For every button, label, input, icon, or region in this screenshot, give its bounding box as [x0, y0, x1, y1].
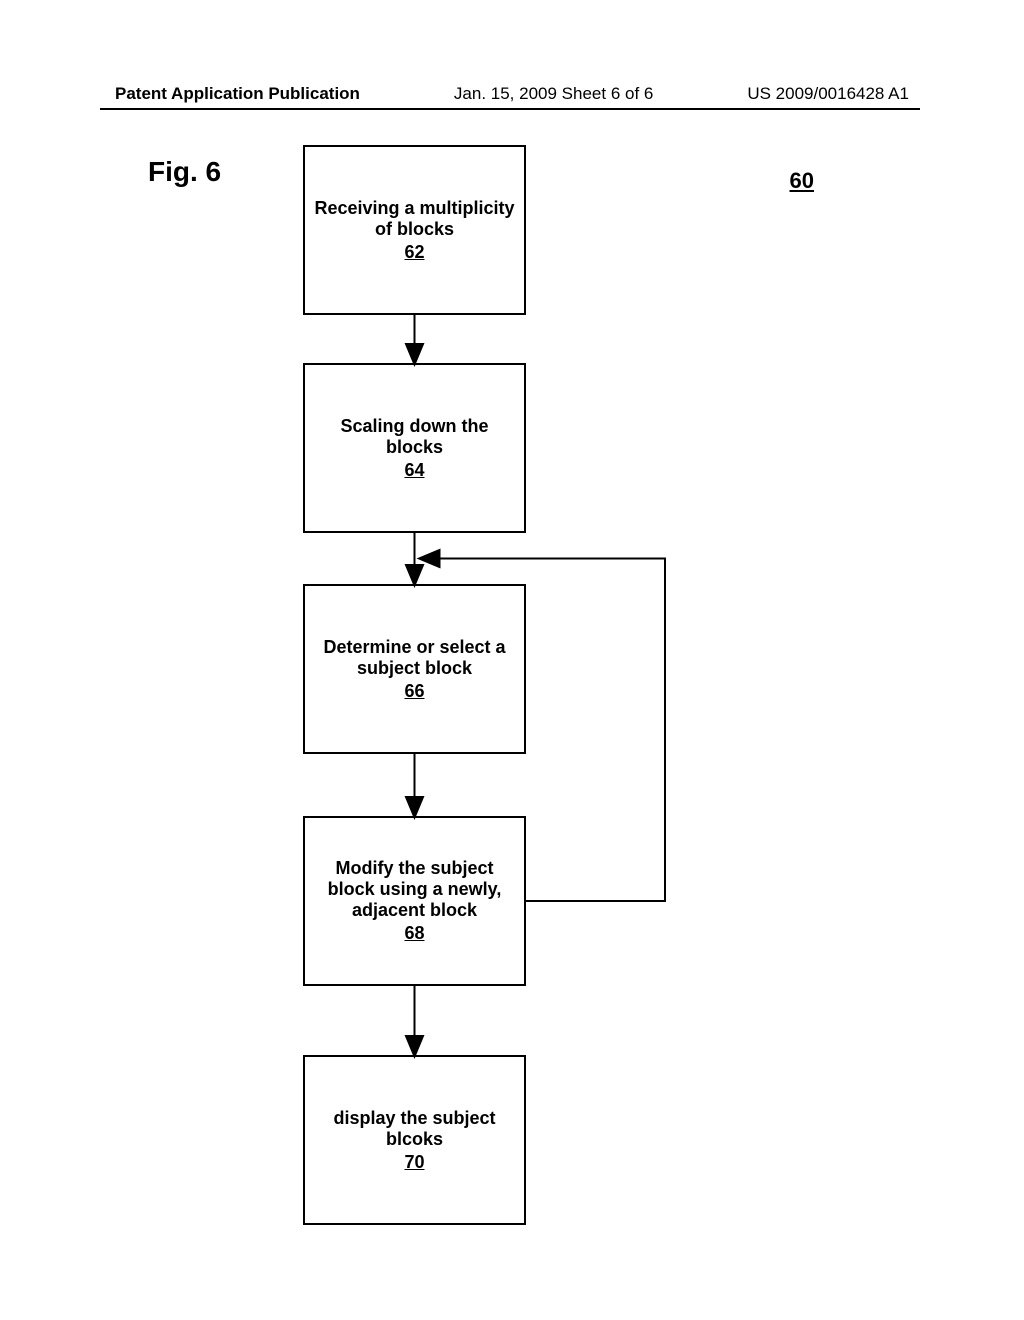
flowchart-edge — [0, 0, 1024, 1320]
